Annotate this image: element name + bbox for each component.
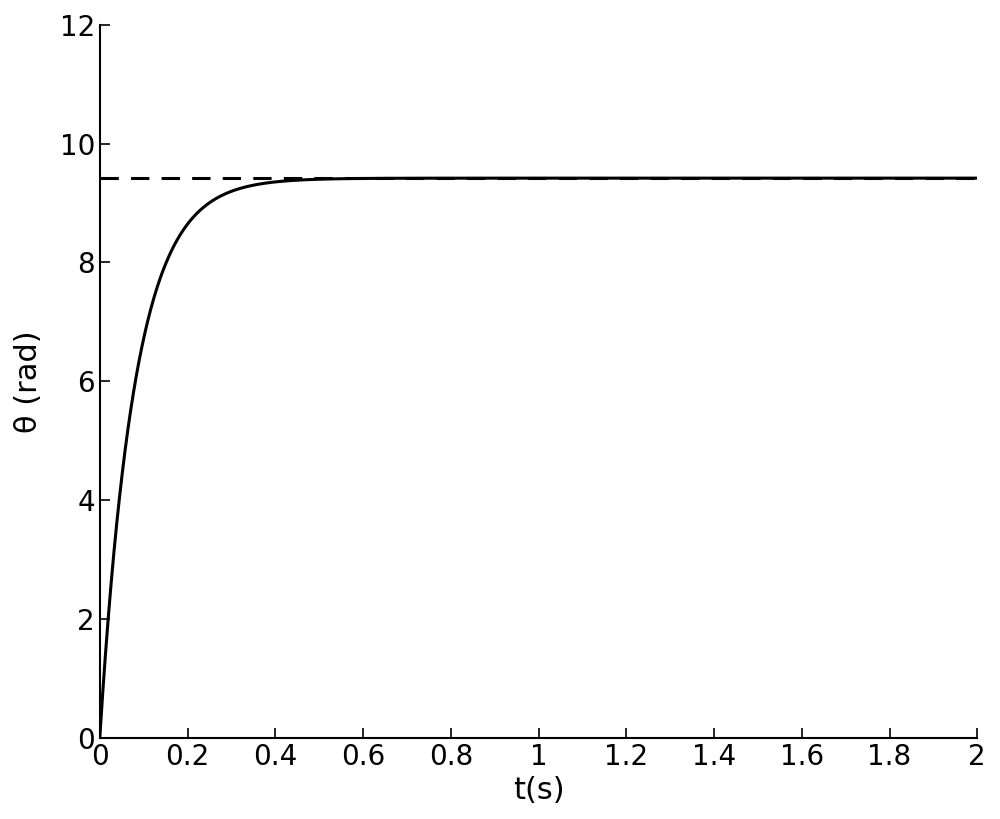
Y-axis label: θ (rad): θ (rad) bbox=[14, 330, 43, 432]
X-axis label: t(s): t(s) bbox=[513, 776, 564, 805]
